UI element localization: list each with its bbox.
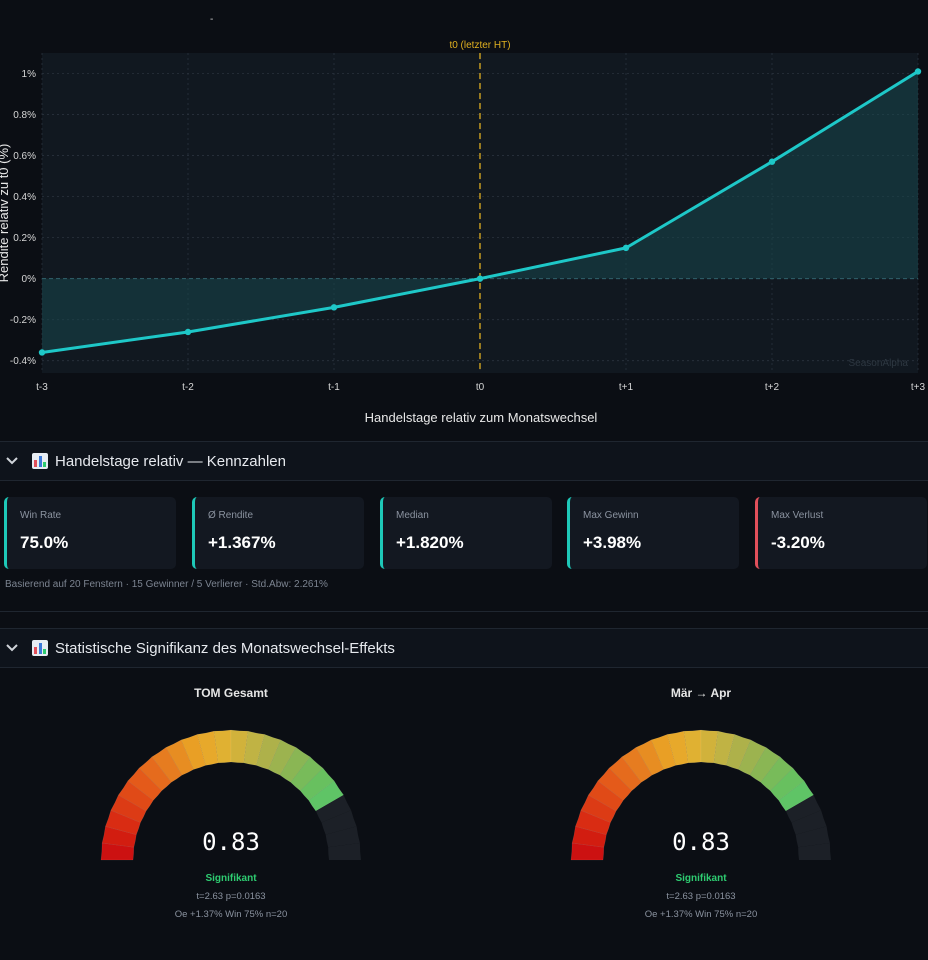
gauge-segment-filled <box>667 730 689 766</box>
marker-label: t0 (letzter HT) <box>449 40 510 51</box>
x-tick-label: t-2 <box>182 382 194 393</box>
area-fill <box>42 71 918 353</box>
gauge-segment-filled <box>608 756 642 792</box>
gauge-summary: Oe +1.37% Win 75% n=20 <box>174 909 288 920</box>
gauge-segment-empty <box>328 843 361 860</box>
top-mark: - <box>210 14 214 25</box>
y-axis-title: Rendite relativ zu t0 (%) <box>0 144 11 283</box>
gauge-arc <box>570 729 831 861</box>
data-point <box>768 158 776 165</box>
metric-label: Max Gewinn <box>583 510 639 521</box>
metric-value: +1.367% <box>208 533 276 552</box>
gauge-segment-filled <box>110 794 147 823</box>
gauge-segment-empty <box>325 826 360 848</box>
bar-chart-icon <box>32 640 48 656</box>
metric-card-max-loss: Max Verlust -3.20% <box>755 497 927 569</box>
kennzahlen-section-header[interactable]: Handelstage relativ — Kennzahlen <box>0 441 928 481</box>
metric-value: 75.0% <box>20 533 69 552</box>
gauge-tom-gesamt: TOM Gesamt 0.83 Signifikant t=2.63 p=0.0… <box>81 680 381 930</box>
gauge-segment-filled <box>738 739 767 776</box>
y-tick-label: 0.8% <box>13 110 36 121</box>
gauge-title: Mär → Apr <box>670 686 732 700</box>
basis-caption: Basierend auf 20 Fenstern · 15 Gewinner … <box>5 579 328 590</box>
metric-value: +1.820% <box>396 533 464 552</box>
metric-value: -3.20% <box>771 533 825 552</box>
gauge-maer-apr: Mär → Apr 0.83 Signifikant t=2.63 p=0.01… <box>551 680 851 930</box>
y-tick-label: 0.2% <box>13 233 36 244</box>
metric-label: Win Rate <box>20 510 62 521</box>
gauge-segment-filled <box>571 826 607 848</box>
gauge-status: Signifikant <box>675 873 727 884</box>
gauge-segment-empty <box>785 795 822 823</box>
gauge-segment-filled <box>308 780 344 812</box>
gauge-stat: t=2.63 p=0.0163 <box>196 891 266 902</box>
gauge-segment-empty <box>315 795 352 823</box>
gauge-segment-filled <box>588 780 624 812</box>
kennzahlen-title: Handelstage relativ — Kennzahlen <box>55 452 286 470</box>
metric-card-avg-return: Ø Rendite +1.367% <box>192 497 364 569</box>
y-tick-label: -0.2% <box>10 315 36 326</box>
gauge-segment-filled <box>268 739 297 776</box>
metric-label: Max Verlust <box>771 510 824 521</box>
gauge-stat: t=2.63 p=0.0163 <box>666 891 736 902</box>
return-chart[interactable]: - t0 (letzter HT) -0.4% -0.2% 0% 0.2% 0.4% 0.6… <box>0 0 928 440</box>
gauge-segment-empty <box>321 810 357 835</box>
gauge-segment-empty <box>791 810 827 835</box>
gauge-segment-filled <box>243 730 265 766</box>
gauge-segment-filled <box>197 730 219 766</box>
data-point <box>184 328 192 336</box>
signifikanz-title: Statistische Signifikanz des Monatswechs… <box>55 639 395 657</box>
x-tick-label: t+3 <box>911 382 926 393</box>
x-tick-label: t-1 <box>328 382 340 393</box>
chart-svg: t0 (letzter HT) -0.4% -0.2% 0% 0.2% 0.4% 0.6% 0… <box>0 40 926 425</box>
metric-card-median: Median +1.820% <box>380 497 552 569</box>
x-tick-label: t+1 <box>619 382 634 393</box>
y-tick-label: 0% <box>22 274 37 285</box>
chevron-down-icon[interactable] <box>6 642 18 654</box>
gauge-segment-filled <box>760 756 794 792</box>
gauge-value: 0.83 <box>672 828 730 856</box>
chevron-down-icon[interactable] <box>6 455 18 467</box>
gauge-segment-empty <box>798 843 831 860</box>
x-tick-label: t+2 <box>765 382 780 393</box>
gauge-segment-filled <box>580 794 617 823</box>
bar-chart-icon <box>32 453 48 469</box>
y-tick-label: 1% <box>22 69 37 80</box>
gauge-segment-filled <box>290 756 324 792</box>
gauge-segment-filled <box>713 730 735 766</box>
gauge-status: Signifikant <box>205 873 257 884</box>
watermark: SeasonAlpha <box>849 358 909 369</box>
data-point <box>914 68 922 75</box>
y-tick-label: -0.4% <box>10 356 36 367</box>
metric-label: Median <box>396 510 429 521</box>
data-point <box>476 275 484 282</box>
gauge-value: 0.83 <box>202 828 260 856</box>
gauge-segment-filled <box>101 826 137 848</box>
gauge-segment-empty <box>795 826 830 848</box>
gauge-title: TOM Gesamt <box>194 686 268 700</box>
x-tick-label: t0 <box>476 382 485 393</box>
gauge-arc <box>100 729 361 861</box>
data-point <box>622 244 630 252</box>
gauge-segment-filled <box>138 756 172 792</box>
metric-card-max-gain: Max Gewinn +3.98% <box>567 497 739 569</box>
y-tick-label: 0.4% <box>13 192 36 203</box>
data-point <box>330 304 338 311</box>
gauge-summary: Oe +1.37% Win 75% n=20 <box>644 909 758 920</box>
gauge-segment-filled <box>180 734 206 770</box>
x-axis-title: Handelstage relativ zum Monatswechsel <box>365 410 598 425</box>
data-point <box>38 349 46 356</box>
x-tick-label: t-3 <box>36 382 48 393</box>
metric-card-win-rate: Win Rate 75.0% <box>4 497 176 569</box>
y-tick-label: 0.6% <box>13 151 36 162</box>
gauge-segment-filled <box>778 780 814 812</box>
metric-label: Ø Rendite <box>208 510 254 521</box>
signifikanz-section-header[interactable]: Statistische Signifikanz des Monatswechs… <box>0 628 928 668</box>
divider <box>0 611 928 612</box>
metric-value: +3.98% <box>583 533 642 552</box>
gauge-segment-filled <box>118 780 154 812</box>
gauge-segment-filled <box>650 734 676 770</box>
